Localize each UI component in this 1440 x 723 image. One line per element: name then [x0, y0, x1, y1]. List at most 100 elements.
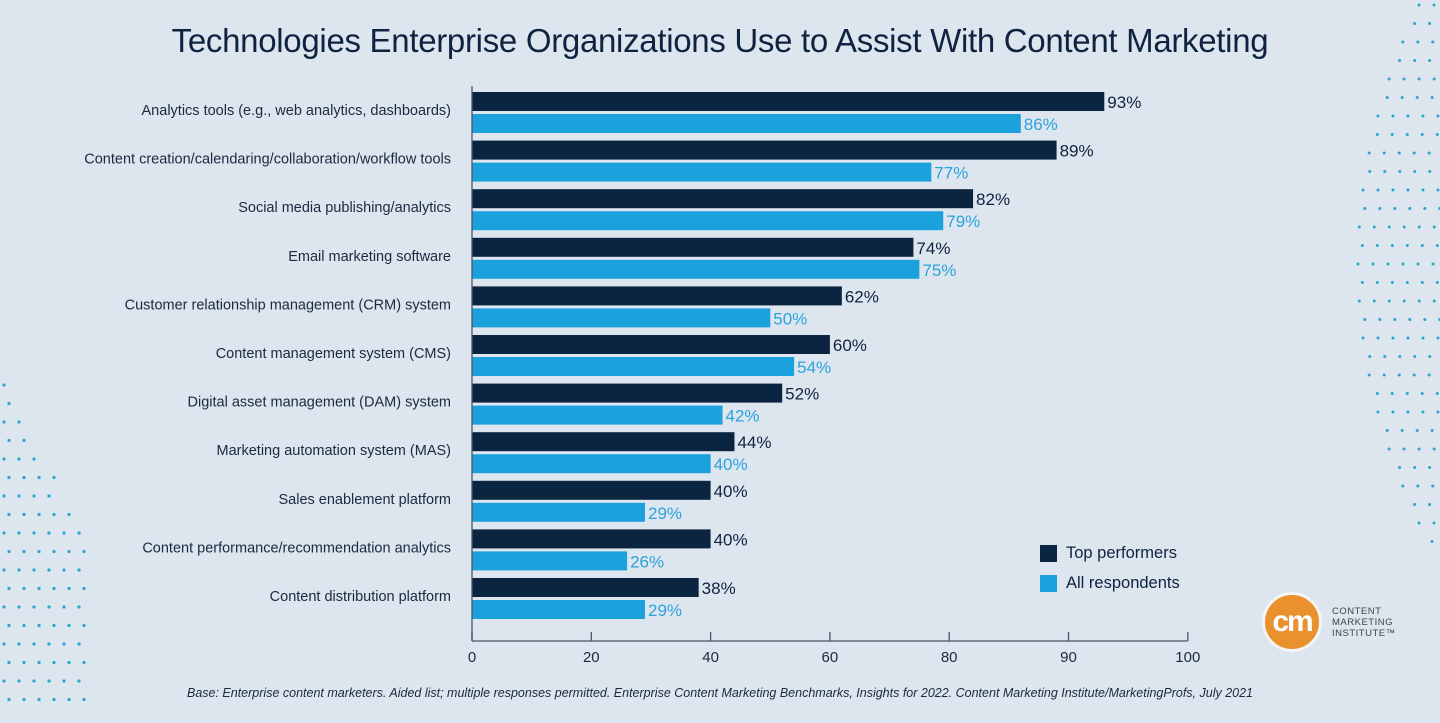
x-tick-label: 20 [583, 649, 600, 666]
decorative-dot [47, 642, 51, 646]
decorative-dot [1382, 151, 1386, 155]
decorative-dot [1416, 262, 1420, 266]
decorative-dot [17, 642, 21, 646]
decorative-dot [32, 642, 36, 646]
axes: 0 20 40 60 80 90 100 [468, 86, 1200, 666]
decorative-dot [52, 623, 56, 628]
decorative-dot [1436, 410, 1440, 414]
decorative-dot [47, 531, 51, 535]
decorative-dot [67, 512, 71, 517]
legend-swatch-top-performers [1040, 544, 1057, 562]
decorative-dot [32, 531, 36, 535]
decorative-dot [1376, 336, 1380, 340]
decorative-dot [1390, 392, 1394, 395]
decorative-dot [17, 457, 21, 461]
decorative-dot [22, 549, 26, 554]
decorative-dot [1382, 373, 1386, 377]
legend-label: All respondents [1066, 573, 1180, 592]
decorative-dot [2, 605, 6, 609]
decorative-dot [22, 438, 26, 443]
value-label-top-performers: 44% [737, 433, 771, 452]
decorative-dot [1398, 59, 1402, 62]
decorative-dot [1416, 484, 1420, 488]
decorative-dot [62, 568, 66, 572]
decorative-dot [62, 605, 66, 609]
decorative-dot [1430, 429, 1434, 432]
category-label: Marketing automation system (MAS) [217, 443, 452, 459]
decorative-dot [1376, 114, 1380, 118]
logo-line: INSTITUTE™ [1332, 627, 1396, 639]
decorative-dot [82, 660, 86, 665]
decorative-dot [1432, 3, 1436, 7]
x-tick-label: 60 [822, 649, 839, 666]
cmi-logo-mark: cm [1262, 592, 1322, 652]
decorative-dot [7, 401, 11, 406]
decorative-dot [1368, 170, 1372, 173]
decorative-dot [1378, 207, 1382, 210]
decorative-dot [1357, 299, 1361, 303]
decorative-dot [1387, 447, 1391, 451]
decorative-dot [82, 697, 86, 702]
decorative-dot [1397, 373, 1401, 377]
bar-top-performers [472, 529, 711, 549]
bar-all-respondents [472, 454, 711, 474]
cmi-logo-text: CONTENT MARKETING INSTITUTE™ [1332, 606, 1396, 639]
decorative-dot [1420, 281, 1424, 284]
decorative-dot [1436, 188, 1440, 192]
decorative-dot [1361, 188, 1365, 192]
decorative-dot [1363, 318, 1367, 321]
decorative-dot [67, 660, 71, 665]
bar-top-performers [472, 480, 711, 500]
decorative-dot [1387, 225, 1391, 229]
decorative-dot [67, 586, 71, 591]
bar-all-respondents [472, 551, 628, 571]
decorative-dot [52, 660, 56, 665]
decorative-dot [47, 679, 51, 683]
decorative-dot [1427, 373, 1431, 377]
decorative-dot [2, 531, 6, 535]
value-label-all-respondents: 79% [946, 212, 980, 231]
decorative-dot [1431, 262, 1435, 266]
decorative-dot [1360, 281, 1364, 284]
value-label-all-respondents: 29% [648, 601, 682, 620]
chart-title: Technologies Enterprise Organizations Us… [171, 22, 1269, 59]
decorative-dot [1415, 96, 1419, 99]
decorative-dot [1391, 336, 1395, 340]
decorative-dot [7, 697, 11, 702]
value-label-all-respondents: 50% [773, 309, 807, 328]
decorative-dot [1412, 151, 1416, 155]
decorative-dots-left [2, 383, 86, 702]
decorative-dot [47, 605, 51, 609]
decorative-dot [1431, 484, 1435, 488]
decorative-dot [1435, 133, 1439, 136]
logo-line: MARKETING [1332, 616, 1393, 628]
bar-all-respondents [472, 114, 1021, 133]
decorative-dot [32, 457, 36, 461]
decorative-dot [1435, 392, 1439, 395]
decorative-dot [1375, 392, 1379, 395]
category-label: Analytics tools (e.g., web analytics, da… [142, 103, 451, 119]
decorative-dot [1428, 503, 1432, 506]
bar-all-respondents [472, 259, 920, 279]
x-tick-label: 90 [1060, 649, 1077, 666]
category-label: Content creation/calendaring/collaborati… [84, 152, 451, 168]
value-label-top-performers: 93% [1107, 93, 1141, 112]
decorative-dot [1408, 207, 1412, 210]
category-label: Digital asset management (DAM) system [188, 395, 452, 411]
decorative-dot [1357, 225, 1361, 229]
decorative-dot [1412, 373, 1416, 377]
decorative-dot [1428, 22, 1432, 25]
value-label-top-performers: 89% [1060, 142, 1094, 161]
bar-all-respondents [472, 211, 944, 231]
decorative-dot [1420, 244, 1424, 247]
decorative-dot [1393, 207, 1397, 210]
decorative-dot [32, 679, 36, 683]
bar-top-performers [472, 189, 974, 209]
decorative-dot [37, 512, 41, 517]
x-tick-label: 80 [941, 649, 958, 666]
decorative-dot [37, 586, 41, 591]
decorative-dot [1405, 281, 1409, 284]
decorative-dot [1375, 244, 1379, 247]
category-label: Content performance/recommendation analy… [142, 540, 451, 556]
